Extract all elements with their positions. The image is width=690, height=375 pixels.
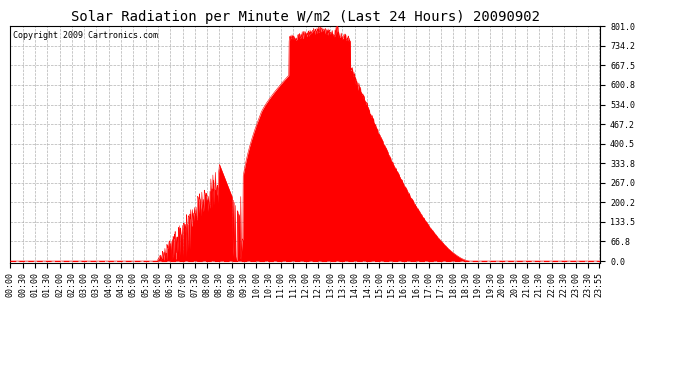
Text: Copyright 2009 Cartronics.com: Copyright 2009 Cartronics.com: [13, 31, 158, 40]
Title: Solar Radiation per Minute W/m2 (Last 24 Hours) 20090902: Solar Radiation per Minute W/m2 (Last 24…: [71, 10, 540, 24]
